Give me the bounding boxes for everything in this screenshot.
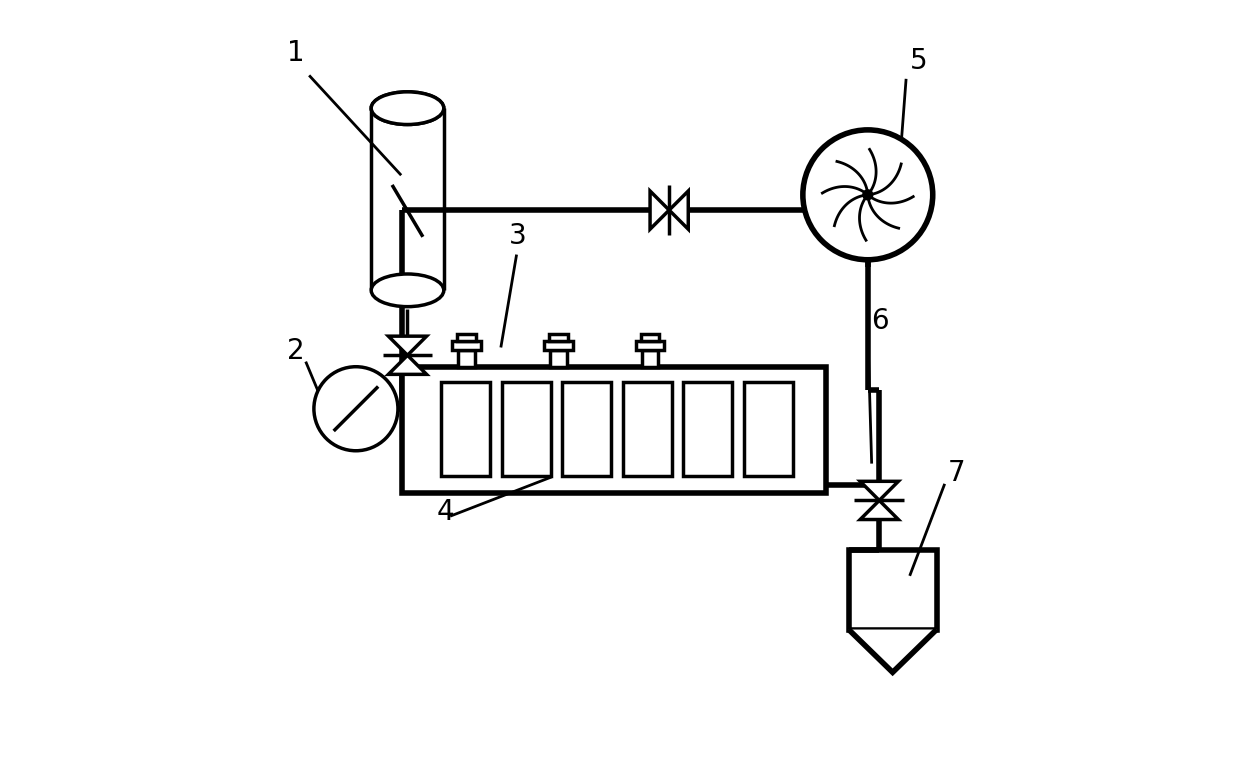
Bar [563, 382, 611, 477]
Bar [642, 350, 658, 367]
Ellipse shape [372, 274, 444, 306]
Ellipse shape [372, 92, 444, 125]
Bar [457, 334, 476, 341]
Bar [623, 382, 672, 477]
Bar [684, 382, 732, 477]
Text: 7: 7 [948, 459, 965, 487]
Polygon shape [669, 191, 688, 229]
Bar [550, 350, 566, 367]
Bar [502, 382, 550, 477]
Bar [849, 550, 937, 630]
Polygon shape [860, 481, 898, 500]
Polygon shape [860, 500, 898, 520]
Text: 5: 5 [909, 47, 928, 75]
Bar [441, 382, 491, 477]
Bar [458, 350, 475, 367]
Circle shape [313, 367, 398, 451]
Text: 1: 1 [287, 39, 305, 67]
Bar [401, 367, 825, 493]
Bar [549, 334, 567, 341]
Bar [544, 341, 572, 350]
Bar [641, 334, 659, 341]
Polygon shape [849, 630, 937, 672]
Polygon shape [388, 355, 426, 374]
Polygon shape [650, 191, 669, 229]
Ellipse shape [372, 92, 444, 125]
Text: 6: 6 [871, 306, 890, 335]
Bar [452, 341, 481, 350]
Bar [636, 341, 664, 350]
Text: 4: 4 [436, 497, 453, 526]
Text: 3: 3 [509, 222, 527, 251]
Text: 2: 2 [287, 337, 305, 365]
Circle shape [864, 191, 872, 199]
Polygon shape [388, 336, 426, 355]
Circle shape [803, 130, 933, 260]
Bar [743, 382, 793, 477]
